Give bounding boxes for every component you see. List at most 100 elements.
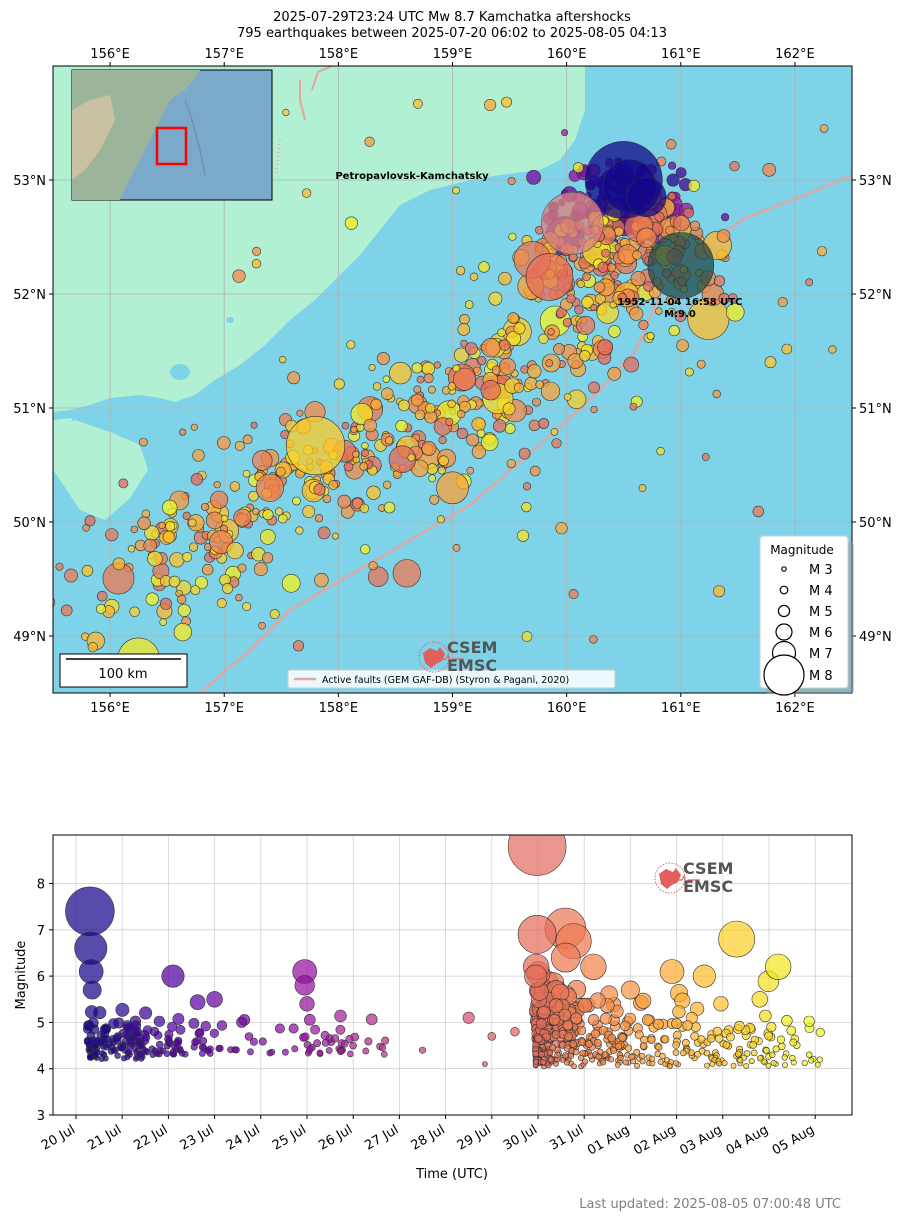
ts-earthquake-marker <box>524 964 548 988</box>
earthquake-marker <box>713 275 726 287</box>
earthquake-marker <box>752 505 764 518</box>
earthquake-marker <box>222 582 234 594</box>
ts-earthquake-marker <box>362 1047 370 1055</box>
earthquake-marker <box>410 393 424 407</box>
ts-earthquake-marker <box>132 1055 139 1062</box>
earthquake-marker <box>553 343 565 355</box>
earthquake-marker <box>696 359 706 369</box>
ts-earthquake-marker <box>84 1005 99 1019</box>
earthquake-marker <box>506 459 516 469</box>
earthquake-marker <box>372 382 382 391</box>
earthquake-marker <box>314 572 329 588</box>
ts-earthquake-marker <box>704 1062 710 1069</box>
ts-earthquake-marker <box>316 1049 324 1057</box>
x-axis-label: Time (UTC) <box>415 1167 488 1182</box>
ts-earthquake-marker <box>601 1051 609 1058</box>
earthquake-marker <box>328 480 339 490</box>
earthquake-marker <box>187 518 197 528</box>
ts-earthquake-marker <box>131 1028 142 1039</box>
earthquake-marker <box>525 253 574 301</box>
kuril-island-1 <box>53 420 148 520</box>
earthquake-marker <box>667 161 677 170</box>
historic-event-label-2: M:9.0 <box>664 309 696 320</box>
lon-tick-top: 160°E <box>547 47 587 62</box>
inset-map <box>71 69 273 201</box>
ts-earthquake-marker <box>83 1037 92 1046</box>
ts-earthquake-marker <box>349 1041 357 1050</box>
earthquake-marker <box>282 108 290 116</box>
ts-earthquake-marker <box>607 1033 616 1043</box>
lon-tick-bottom: 160°E <box>547 701 587 716</box>
earthquake-marker <box>499 339 511 351</box>
magnitude-legend: Magnitude M 3 M 4 M 5 M 6 M 7 M 8 <box>759 535 854 696</box>
earthquake-marker <box>398 399 410 412</box>
ts-earthquake-marker <box>782 1062 788 1068</box>
ts-earthquake-marker <box>759 1009 772 1023</box>
earthquake-marker <box>366 485 381 500</box>
earthquake-marker <box>501 96 512 108</box>
earthquake-marker <box>589 635 598 644</box>
earthquake-marker <box>720 213 730 222</box>
inset-region-box <box>155 126 188 166</box>
earthquake-marker <box>504 423 516 434</box>
ts-earthquake-marker <box>599 1012 612 1025</box>
earthquake-marker <box>579 350 591 362</box>
ts-earthquake-marker <box>564 1032 573 1041</box>
earthquake-marker <box>341 421 350 430</box>
ts-earthquake-marker <box>789 1038 798 1047</box>
earthquake-marker <box>528 419 541 432</box>
ts-earthquake-marker <box>579 1049 587 1057</box>
lat-tick-right: 53°N <box>859 174 892 189</box>
earthquake-marker <box>498 357 516 375</box>
ts-earthquake-marker <box>172 1013 185 1025</box>
ts-earthquake-marker <box>776 1035 786 1044</box>
earthquake-marker <box>725 302 745 322</box>
earthquake-marker <box>210 490 229 509</box>
ts-earthquake-marker <box>553 1060 559 1067</box>
ts-earthquake-marker <box>131 1045 139 1053</box>
earthquake-marker <box>478 261 490 273</box>
earthquake-marker <box>667 192 677 201</box>
ts-earthquake-marker <box>175 1024 186 1035</box>
earthquake-marker <box>344 216 359 230</box>
ts-earthquake-marker <box>124 1053 131 1061</box>
ts-earthquake-marker <box>538 1051 546 1058</box>
ts-earthquake-marker <box>91 1041 99 1050</box>
earthquake-marker <box>229 481 241 492</box>
earthquake-marker <box>502 402 516 416</box>
ts-earthquake-marker <box>679 1049 687 1057</box>
legend-label: M 3 <box>809 563 833 578</box>
ts-earthquake-marker <box>481 1061 488 1067</box>
x-tick-label: 26 Jul <box>316 1122 355 1153</box>
earthquake-marker <box>343 461 354 472</box>
ts-earthquake-marker <box>537 1005 551 1019</box>
historic-event-marker <box>647 232 715 299</box>
ts-earthquake-marker <box>578 1038 586 1047</box>
earthquake-marker <box>464 342 478 356</box>
earthquake-marker <box>524 377 538 391</box>
scale-bar-label: 100 km <box>98 667 147 682</box>
earthquake-marker <box>460 339 468 348</box>
ts-earthquake-marker <box>713 996 729 1012</box>
magnitude-legend-title: Magnitude <box>770 543 834 557</box>
earthquake-marker <box>159 597 172 610</box>
earthquake-marker <box>296 409 304 417</box>
earthquake-marker <box>476 429 486 438</box>
earthquake-marker <box>235 593 243 602</box>
earthquake-marker <box>162 499 178 516</box>
earthquake-marker <box>675 167 687 178</box>
ts-earthquake-marker <box>236 1016 248 1028</box>
y-tick-label: 8 <box>37 878 45 893</box>
ts-earthquake-marker <box>299 996 315 1012</box>
ts-earthquake-marker <box>268 1048 276 1056</box>
x-tick-label: 05 Aug <box>770 1122 817 1158</box>
earthquake-marker <box>364 136 375 147</box>
ts-earthquake-marker <box>764 1031 774 1041</box>
earthquake-marker <box>506 330 521 346</box>
ts-earthquake-marker <box>532 1050 540 1057</box>
earthquake-marker <box>279 355 287 364</box>
earthquake-marker <box>118 478 129 489</box>
road <box>299 80 306 121</box>
ts-earthquake-marker <box>532 1058 539 1065</box>
